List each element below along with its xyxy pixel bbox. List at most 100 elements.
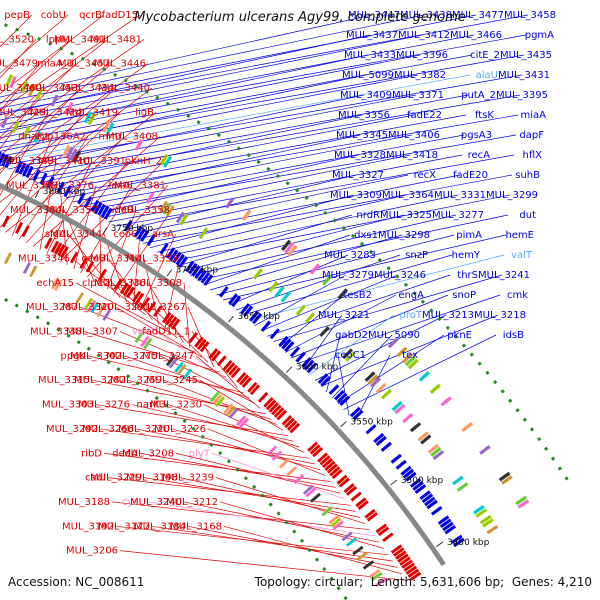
label-leader-line	[215, 477, 366, 524]
category-feature	[302, 484, 314, 495]
left-gene-label: MUL_3247	[142, 351, 194, 362]
reverse-gene-feature	[197, 269, 207, 282]
label-leader-line	[248, 254, 505, 321]
reverse-gene-feature	[278, 335, 289, 347]
label-leader-line	[171, 428, 321, 471]
left-gene-label: MUL_3434	[62, 83, 114, 94]
left-gene-label: MUL_3357	[46, 205, 98, 216]
right-gene-label: MUL_3409	[340, 90, 392, 101]
label-leader-line	[129, 174, 409, 235]
reverse-gene-feature	[419, 490, 431, 500]
right-gene-label: MUL_3396	[396, 50, 448, 61]
scale-tick-label: 3550 kbp	[350, 417, 393, 427]
forward-gene-feature	[79, 257, 88, 269]
left-gene-label: MUL_3208	[122, 448, 174, 459]
left-gene-label: MUL_3188	[58, 497, 110, 508]
left-gene-label: MUL_3399	[6, 180, 58, 191]
category-feature	[140, 335, 150, 348]
left-gene-label: MUL_3338	[30, 327, 82, 338]
right-gene-label: MUL_3477	[452, 10, 504, 21]
label-leader-line	[0, 54, 421, 139]
right-gene-label: MUL_3298	[378, 230, 430, 241]
category-feature	[54, 279, 63, 292]
left-gene-label: MUL_3192	[62, 521, 114, 532]
label-leader-line	[87, 355, 244, 394]
reverse-gene-feature	[231, 295, 242, 308]
label-leader-line	[51, 114, 467, 191]
left-gene-label: MUL_3381	[114, 180, 166, 191]
reverse-gene-feature	[56, 181, 65, 194]
reverse-gene-feature	[243, 305, 254, 317]
forward-gene-feature	[239, 374, 250, 386]
label-leader-line	[0, 39, 109, 125]
label-leader-line	[101, 154, 411, 219]
right-gene-label: MUL_3218	[474, 310, 526, 321]
reverse-gene-feature	[412, 481, 424, 491]
reverse-gene-feature	[159, 242, 169, 255]
label-leader-line	[87, 134, 517, 211]
reverse-gene-feature	[442, 521, 454, 532]
scale-tick-mark	[286, 366, 293, 373]
right-gene-label: MUL_3364	[382, 190, 434, 201]
forward-gene-feature	[236, 372, 247, 383]
forward-gene-feature	[364, 508, 376, 519]
category-feature	[22, 262, 31, 274]
label-leader-line	[0, 63, 77, 138]
label-leader-line	[36, 114, 363, 184]
forward-gene-feature	[122, 284, 132, 297]
category-feature	[352, 545, 364, 556]
label-leader-line	[151, 306, 209, 363]
left-gene-label: MUL_3177	[98, 521, 150, 532]
scale-tick-label: 3600 kbp	[296, 363, 339, 373]
right-gene-label: MUL_3325	[380, 210, 432, 221]
left-gene-label: sigA	[45, 229, 66, 240]
forward-gene-feature	[319, 455, 331, 466]
left-gene-label: MUL_3282	[74, 375, 126, 386]
label-leader-line	[159, 355, 255, 404]
right-gene-label: thrS	[457, 270, 478, 281]
label-leader-line	[0, 87, 117, 191]
scale-tick-label: 3700 kbp	[176, 266, 219, 276]
label-leader-line	[95, 404, 289, 437]
reverse-gene-feature	[410, 478, 422, 488]
category-feature	[96, 305, 106, 317]
reverse-gene-feature	[375, 435, 387, 446]
category-feature	[440, 396, 452, 407]
right-gene-label: snoP	[452, 290, 476, 301]
category-feature	[84, 297, 94, 310]
label-leader-line	[203, 234, 351, 286]
category-feature	[345, 351, 356, 362]
right-gene-label: recX	[414, 170, 437, 181]
category-feature	[321, 506, 333, 517]
category-feature	[274, 286, 285, 298]
topology-value: circular	[314, 575, 360, 589]
category-feature	[364, 371, 376, 382]
left-gene-label: MUL_3245	[146, 375, 198, 386]
label-leader-line	[11, 136, 53, 236]
left-gene-label: cyp136A2	[36, 132, 86, 143]
forward-gene-feature	[286, 420, 298, 431]
category-feature	[402, 352, 414, 364]
right-gene-label: MUL_3382	[394, 70, 446, 81]
right-gene-label: idsB	[503, 330, 524, 341]
left-gene-label: ppgK	[60, 351, 86, 362]
label-leader-line	[155, 331, 232, 383]
label-leader-line	[67, 233, 121, 298]
reverse-gene-feature	[83, 196, 93, 209]
scale-tick-mark	[166, 269, 173, 277]
reverse-gene-feature	[402, 468, 415, 479]
reverse-gene-feature	[123, 219, 133, 232]
reverse-gene-feature	[352, 409, 364, 421]
left-gene-label: MUL_3344	[50, 229, 102, 240]
scale-tick-label: 3850 kbp	[0, 155, 15, 165]
left-gene-label: clpC2	[82, 278, 110, 289]
label-leader-line	[0, 14, 69, 74]
right-gene-label: MUL_3412	[398, 30, 450, 41]
label-leader-line	[44, 114, 415, 188]
right-gene-label: fadE22	[407, 110, 442, 121]
left-gene-label: MUL_3287	[26, 302, 78, 313]
scale-tick-label: 3450 kbp	[447, 538, 490, 548]
forward-gene-feature	[284, 417, 295, 429]
reverse-gene-feature	[97, 203, 106, 216]
left-gene-label: MUL_3346	[18, 253, 70, 264]
